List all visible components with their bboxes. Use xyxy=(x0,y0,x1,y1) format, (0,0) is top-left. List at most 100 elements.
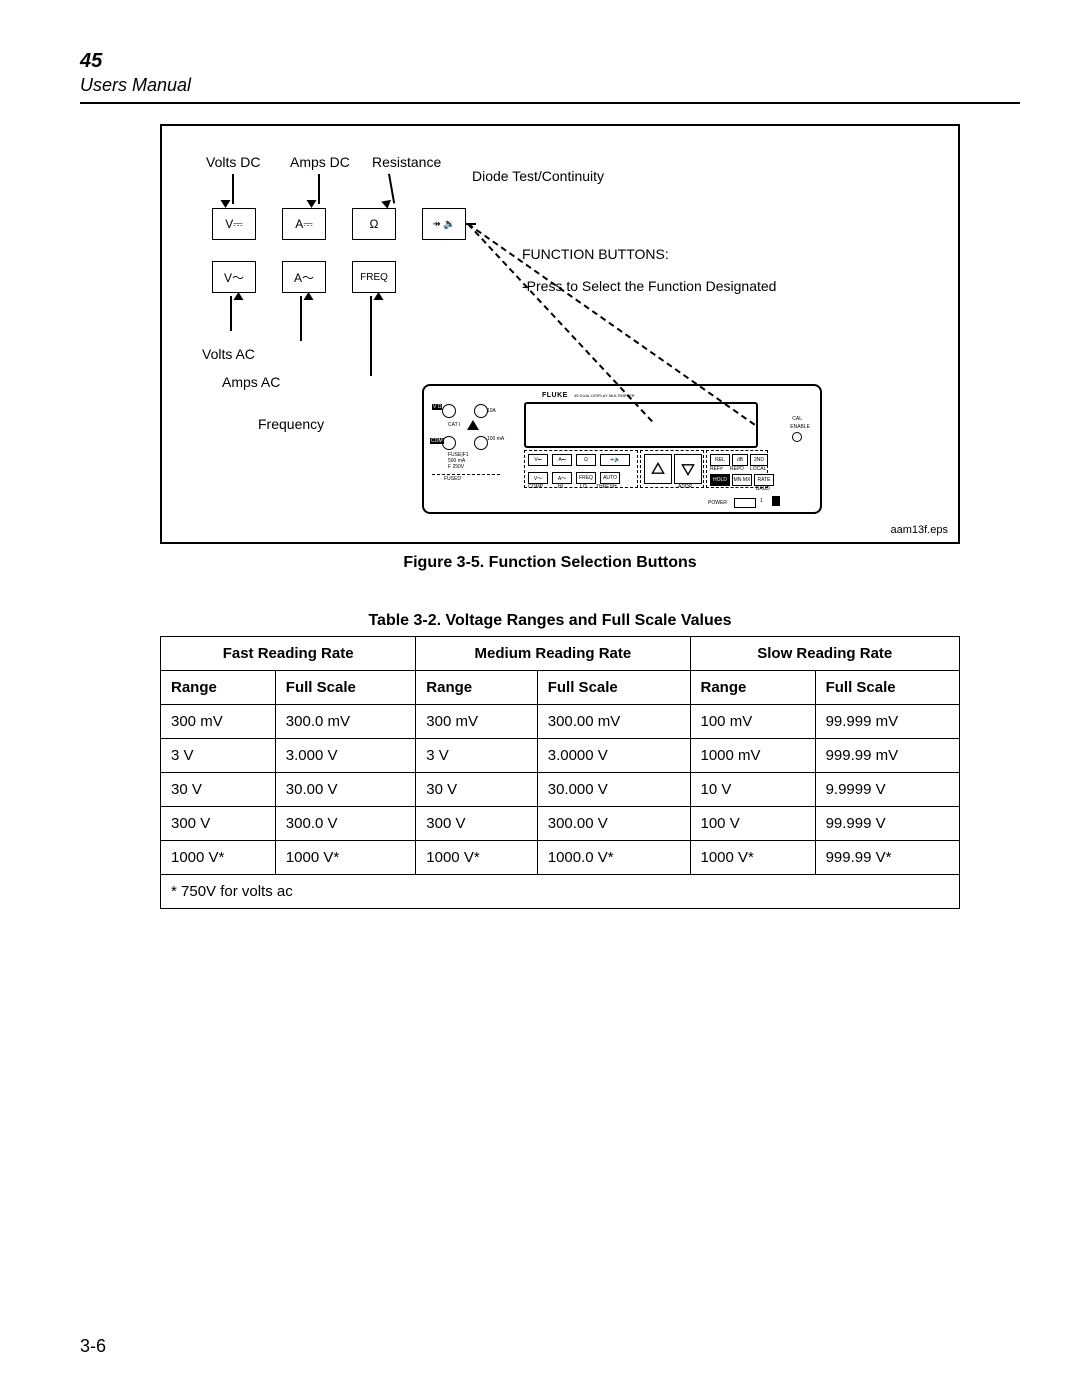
brand-label: FLUKE xyxy=(542,392,568,399)
tiny-rel[interactable]: REL xyxy=(710,454,730,466)
button-freq[interactable]: FREQ xyxy=(352,261,396,293)
table-footnote-row: * 750V for volts ac xyxy=(161,875,960,909)
cell: 10 V xyxy=(690,773,815,807)
col-fast: Fast Reading Rate xyxy=(161,637,416,671)
tiny-rate[interactable]: RATE xyxy=(754,474,774,486)
model-label: 45 DUAL DISPLAY MULTIMETER xyxy=(574,393,635,398)
table-row: 3 V 3.000 V 3 V 3.0000 V 1000 mV 999.99 … xyxy=(161,739,960,773)
cell: 99.999 V xyxy=(815,807,959,841)
tiny-diode[interactable]: ↠🔉 xyxy=(600,454,630,466)
tiny-hold[interactable]: HOLD xyxy=(710,474,730,486)
sub-0: Range xyxy=(161,671,276,705)
table-caption: Table 3-2. Voltage Ranges and Full Scale… xyxy=(80,612,1020,630)
100ma-label: 100 mA xyxy=(487,436,504,442)
header-rule xyxy=(80,102,1020,104)
tiny-2nd[interactable]: 2ND xyxy=(750,454,768,466)
fused-label: FUSED xyxy=(444,476,461,482)
cell: 300.0 mV xyxy=(275,705,415,739)
button-aac[interactable]: A〜 xyxy=(282,261,326,293)
cell: 300 mV xyxy=(161,705,276,739)
comp-label: COMP xyxy=(528,484,543,490)
label-amps-dc: Amps DC xyxy=(290,154,350,170)
cell: 100 mV xyxy=(690,705,815,739)
sub-5: Full Scale xyxy=(815,671,959,705)
tiny-up[interactable] xyxy=(644,454,672,484)
cell: 300.0 V xyxy=(275,807,415,841)
page-number-bottom: 3-6 xyxy=(80,1336,106,1357)
lock-icon xyxy=(772,496,780,506)
baud-label: BAUD xyxy=(756,486,770,492)
button-adc[interactable]: A⎓ xyxy=(282,208,326,240)
instrument-panel: FLUKE 45 DUAL DISPLAY MULTIMETER CAL ENA… xyxy=(422,384,822,514)
sub-4: Range xyxy=(690,671,815,705)
button-diode[interactable]: ↠ 🔉 xyxy=(422,208,466,240)
jack-10a-icon xyxy=(474,404,488,418)
button-vdc[interactable]: V⎓ xyxy=(212,208,256,240)
warning-triangle-icon xyxy=(467,420,479,430)
10a-label: 10A xyxy=(487,408,496,414)
power-switch-icon[interactable] xyxy=(734,498,756,508)
label-func-heading: FUNCTION BUTTONS: xyxy=(522,246,669,262)
cell: 300 mV xyxy=(416,705,537,739)
tiny-auto[interactable]: AUTO xyxy=(600,472,620,484)
vo-label: V Ω xyxy=(432,404,442,410)
table-row: 300 mV 300.0 mV 300 mV 300.00 mV 100 mV … xyxy=(161,705,960,739)
cell: 999.99 mV xyxy=(815,739,959,773)
cell: 3 V xyxy=(416,739,537,773)
enable-label: ENABLE xyxy=(790,424,810,430)
cell: 300.00 mV xyxy=(537,705,690,739)
cell: 1000 V* xyxy=(275,841,415,875)
tiny-down[interactable] xyxy=(674,454,702,484)
cat-label: CAT I xyxy=(448,422,460,428)
tiny-mnmx[interactable]: MN MX xyxy=(732,474,752,486)
tiny-vac[interactable]: V〜 xyxy=(528,472,548,484)
tiny-freq[interactable]: FREQ xyxy=(576,472,596,484)
ref-label: REF# xyxy=(710,466,723,472)
cell: 30 V xyxy=(416,773,537,807)
table-body: 300 mV 300.0 mV 300 mV 300.00 mV 100 mV … xyxy=(161,705,960,909)
cell: 30 V xyxy=(161,773,276,807)
tiny-aac[interactable]: A〜 xyxy=(552,472,572,484)
sub-2: Range xyxy=(416,671,537,705)
local-label: LOCAL xyxy=(750,466,766,472)
cell: 3 V xyxy=(161,739,276,773)
cell: 1000 V* xyxy=(416,841,537,875)
tiny-adc[interactable]: A⎓ xyxy=(552,454,572,466)
cell: 300 V xyxy=(161,807,276,841)
cal-label: CAL xyxy=(792,416,802,422)
power-label: POWER xyxy=(708,500,727,506)
eps-filename: aam13f.eps xyxy=(891,524,948,536)
lo-label: LO xyxy=(580,484,587,490)
table-header-row-2: Range Full Scale Range Full Scale Range … xyxy=(161,671,960,705)
one-label: 1 xyxy=(760,498,763,504)
subtitle: Users Manual xyxy=(80,75,1020,96)
figure-box: Volts DC Amps DC Resistance Diode Test/C… xyxy=(160,124,960,544)
cell: 1000 mV xyxy=(690,739,815,773)
label-resistance: Resistance xyxy=(372,154,441,170)
cal-circle-icon xyxy=(792,432,802,442)
hi-label: HI xyxy=(558,484,563,490)
cell: 1000 V* xyxy=(690,841,815,875)
tiny-vdc[interactable]: V⎓ xyxy=(528,454,548,466)
label-volts-dc: Volts DC xyxy=(206,154,260,170)
table-row: 1000 V* 1000 V* 1000 V* 1000.0 V* 1000 V… xyxy=(161,841,960,875)
jack-100ma-icon xyxy=(474,436,488,450)
label-diode: Diode Test/Continuity xyxy=(472,168,604,184)
cell: 1000.0 V* xyxy=(537,841,690,875)
cell: 30.000 V xyxy=(537,773,690,807)
tiny-ohm[interactable]: Ω xyxy=(576,454,596,466)
button-ohm[interactable]: Ω xyxy=(352,208,396,240)
col-slow: Slow Reading Rate xyxy=(690,637,960,671)
cell: 999.99 V* xyxy=(815,841,959,875)
lcd-display xyxy=(524,402,758,448)
cell: 9.9999 V xyxy=(815,773,959,807)
voltage-table: Fast Reading Rate Medium Reading Rate Sl… xyxy=(160,636,960,909)
cell: 1000 V* xyxy=(161,841,276,875)
cell: 3.000 V xyxy=(275,739,415,773)
button-vac[interactable]: V〜 xyxy=(212,261,256,293)
cell: 99.999 mV xyxy=(815,705,959,739)
thresh-label: THRESH xyxy=(596,484,617,490)
table-header-row-1: Fast Reading Rate Medium Reading Rate Sl… xyxy=(161,637,960,671)
tiny-db[interactable]: dB xyxy=(732,454,748,466)
table-row: 300 V 300.0 V 300 V 300.00 V 100 V 99.99… xyxy=(161,807,960,841)
